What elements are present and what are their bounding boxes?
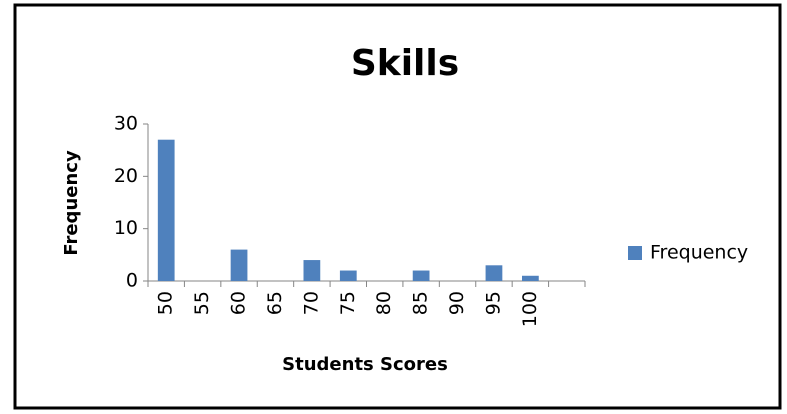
chart-title: Skills <box>351 43 459 84</box>
y-tick-label: 0 <box>126 270 138 292</box>
legend-label: Frequency <box>650 242 748 264</box>
x-tick-label: 90 <box>446 291 468 315</box>
y-tick-label: 20 <box>114 165 138 187</box>
bar <box>339 270 357 281</box>
x-tick-label: 85 <box>410 291 432 315</box>
x-tick-label: 95 <box>482 291 504 315</box>
legend-swatch <box>628 246 642 260</box>
y-axis-label: Frequency <box>61 150 82 256</box>
bar <box>485 265 503 281</box>
bar <box>303 260 321 281</box>
x-tick-label: 80 <box>373 291 395 315</box>
x-tick-label: 55 <box>191 291 213 315</box>
chart-frame <box>13 3 782 410</box>
bar <box>521 275 539 281</box>
y-tick-label: 10 <box>114 217 138 239</box>
x-tick-label: 100 <box>519 291 541 327</box>
bar <box>157 139 175 281</box>
y-tick-label: 30 <box>114 113 138 135</box>
x-tick-label: 75 <box>337 291 359 315</box>
bar <box>412 270 430 281</box>
x-tick-label: 65 <box>264 291 286 315</box>
bar <box>230 249 248 281</box>
x-tick-label: 70 <box>300 291 322 315</box>
x-tick-label: 60 <box>228 291 250 315</box>
x-tick-label: 50 <box>155 291 177 315</box>
x-axis-label: Students Scores <box>282 354 448 375</box>
